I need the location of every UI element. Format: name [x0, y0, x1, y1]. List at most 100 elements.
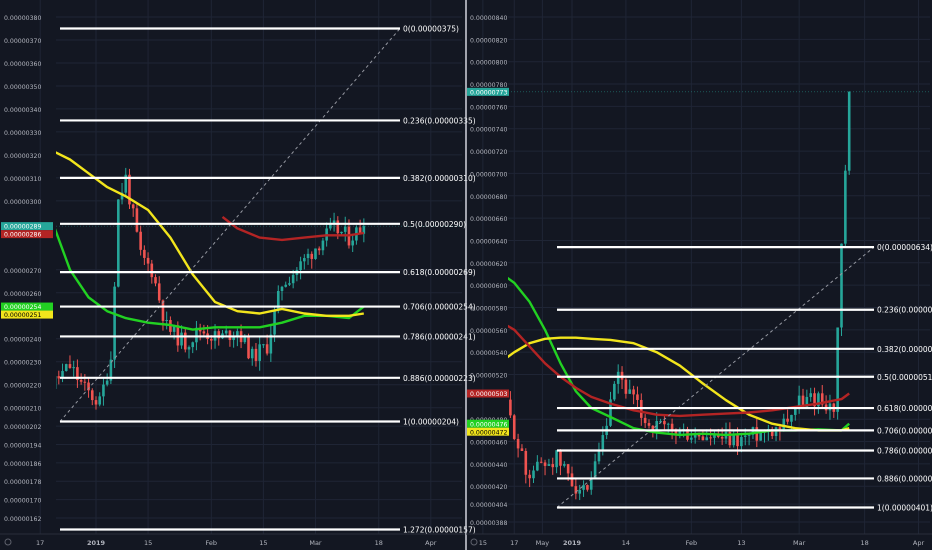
candle-body	[273, 310, 276, 335]
price-badge-text: 0.00000251	[4, 312, 41, 319]
price-badge-box	[467, 87, 509, 96]
fib-level-label: 0.5(0.00000518)	[877, 373, 932, 382]
x-tick-label: 15	[479, 539, 487, 547]
candle-body	[701, 436, 705, 441]
candle-body	[117, 199, 120, 287]
candle-body	[243, 336, 247, 343]
candle-body	[709, 437, 712, 439]
candle-body	[543, 462, 547, 466]
candle-up	[105, 373, 109, 387]
tradingview-logo-icon	[4, 538, 12, 546]
candle-body	[636, 394, 639, 400]
moving-average-line	[221, 215, 364, 242]
candle-body	[609, 399, 612, 426]
candle-down	[154, 274, 157, 287]
candle-body	[343, 226, 347, 232]
candle-down	[670, 418, 674, 440]
price-badge-ma-green: 0.00000254	[1, 302, 53, 311]
left-chart-panel[interactable]: 0.00000380 0.00000370 0.00000360 0.00000350…	[0, 0, 549, 547]
candle-body	[520, 448, 524, 452]
candle-down	[647, 419, 651, 429]
candle-body	[317, 248, 321, 251]
price-badge-last-price: 0.00000773	[467, 87, 509, 96]
candle-down	[574, 479, 578, 500]
candle-body	[191, 342, 195, 348]
candle-body	[613, 383, 616, 400]
fib-level-label: 0.5(0.00000290)	[403, 220, 466, 229]
candle-body	[217, 331, 221, 339]
y-tick-label: 0.00000230	[4, 360, 41, 367]
candle-down	[79, 373, 83, 385]
candle-up	[303, 254, 306, 270]
candle-body	[72, 367, 75, 369]
candle-body	[651, 425, 655, 432]
y-tick-label: 0.00000240	[4, 337, 41, 344]
fib-level-label: 0.706(0.00000470)	[877, 426, 932, 435]
y-axis[interactable]: 0.00000380 0.00000370 0.00000360 0.00000350…	[4, 15, 41, 523]
candle-down	[624, 377, 628, 399]
candle-body	[539, 461, 543, 463]
candle-body	[139, 231, 142, 250]
candle-down	[317, 246, 321, 255]
candle-up	[61, 363, 64, 383]
candle-body	[224, 330, 228, 334]
candle-body	[512, 415, 516, 439]
candle-up	[628, 379, 632, 394]
candle-up	[609, 391, 612, 428]
price-badge-ma-green: 0.00000476	[467, 419, 509, 428]
candle-up	[314, 248, 317, 260]
moving-average-line	[508, 336, 850, 432]
candle-body	[817, 393, 820, 407]
candle-up	[690, 430, 693, 444]
fib-level-label: 0.886(0.00000427)	[877, 474, 932, 483]
candle-body	[801, 395, 805, 408]
fib-level-label: 0(0.00000375)	[403, 24, 459, 33]
candle-body	[306, 253, 310, 259]
y-tick-label: 0.00000580	[470, 305, 507, 312]
candle-body	[329, 224, 332, 229]
candle-up	[113, 281, 116, 369]
candle-body	[269, 334, 273, 354]
candle-down	[57, 370, 61, 385]
candle-body	[736, 435, 739, 447]
candle-body	[131, 204, 135, 209]
candle-body	[362, 226, 366, 234]
moving-average-line	[56, 228, 365, 331]
y-tick-label: 0.00000780	[470, 82, 507, 89]
x-axis[interactable]: 17 2019 14 Feb 13 Mar 18 Apr 15	[466, 533, 932, 547]
fib-level-label: 0(0.00000634)	[877, 243, 932, 252]
candle-body	[828, 403, 832, 411]
candle-body	[254, 348, 258, 361]
y-tick-label: 0.00000820	[470, 37, 507, 44]
candle-down	[539, 457, 543, 464]
candle-body	[232, 336, 235, 341]
candle-up	[678, 427, 682, 439]
candle-up	[532, 465, 535, 483]
candle-down	[509, 391, 512, 418]
candle-body	[358, 227, 362, 234]
candle-up	[191, 341, 195, 354]
x-axis[interactable]: 17 2019 15 Feb 15 Mar 18 Apr 15 May	[0, 533, 549, 547]
candle-down	[551, 457, 555, 475]
candle-body	[202, 331, 206, 334]
candle-down	[183, 327, 187, 353]
candle-body	[56, 376, 57, 389]
x-tick-label: 2019	[563, 539, 582, 547]
candle-body	[332, 220, 336, 225]
candle-up	[593, 453, 597, 479]
candle-body	[336, 220, 340, 234]
candle-body	[284, 284, 288, 287]
fib-retracement[interactable]: 0(0.00000634) 0.236(0.00000576) 0.382(0.00…	[556, 243, 932, 512]
candle-up	[747, 433, 751, 446]
price-badge-ma-red: 0.00000286	[1, 230, 53, 239]
candle-body	[146, 257, 150, 264]
right-chart-panel[interactable]: 0.00000840 0.00000820 0.00000800 0.00000780…	[466, 0, 932, 547]
fib-level-label: 0.618(0.00000490)	[877, 404, 932, 413]
fib-level-label: 1(0.00000204)	[403, 417, 459, 426]
candle-up	[124, 167, 128, 198]
candle-body	[586, 485, 589, 490]
candle-down	[643, 414, 647, 428]
fib-level-label: 0.382(0.00000541)	[877, 345, 932, 354]
candle-body	[250, 348, 254, 359]
fib-retracement[interactable]: 0(0.00000375) 0.236(0.00000335) 0.382(0.00…	[59, 24, 476, 534]
